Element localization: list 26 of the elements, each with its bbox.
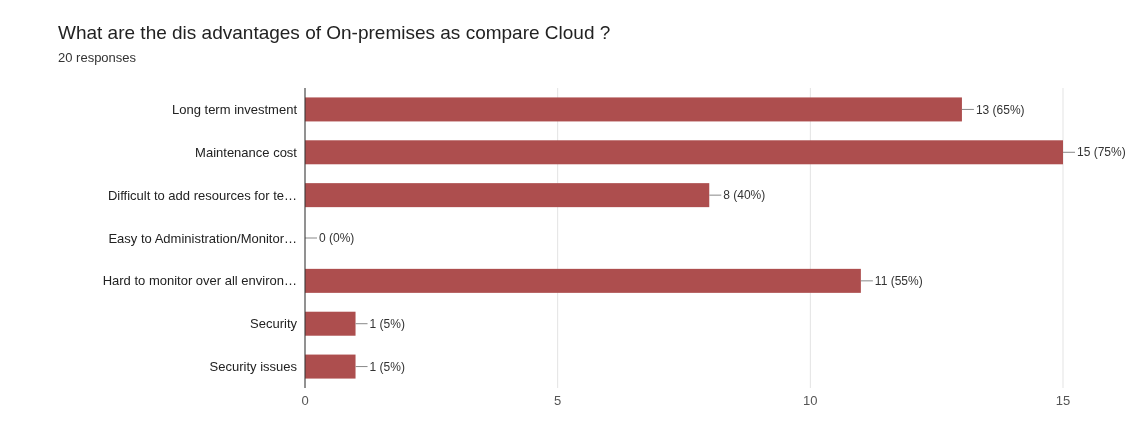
bar — [305, 140, 1063, 165]
x-tick-label: 10 — [803, 393, 818, 409]
x-tick-label: 15 — [1055, 393, 1071, 409]
bar — [305, 354, 356, 379]
data-label: 0 (0%) — [319, 231, 355, 246]
chart-title: What are the dis advantages of On-premises as compare Cloud ? — [58, 22, 612, 44]
y-tick-label: Easy to Administration/Monitor… — [108, 230, 297, 246]
y-tick-label: Difficult to add resources for te… — [107, 187, 297, 203]
bar — [305, 97, 962, 122]
data-label: 13 (65%) — [975, 102, 1025, 117]
y-tick-label: Maintenance cost — [195, 144, 298, 160]
x-tick-label: 0 — [301, 393, 309, 409]
data-label: 1 (5%) — [369, 359, 405, 374]
text: 20 responses — [58, 50, 138, 65]
data-label: 11 (55%) — [874, 274, 923, 289]
y-tick-label: Hard to monitor over all environ… — [102, 273, 297, 289]
y-tick-label: Long term investment — [171, 102, 298, 118]
data-label: 15 (75%) — [1077, 145, 1126, 160]
y-tick-label: Security — [250, 316, 298, 332]
bar — [305, 183, 710, 208]
bar — [305, 311, 356, 336]
data-label: 8 (40%) — [723, 188, 766, 203]
data-label: 1 (5%) — [369, 316, 405, 331]
y-tick-label: Security issues — [209, 359, 298, 375]
bar — [305, 268, 861, 293]
x-tick-label: 5 — [554, 393, 562, 409]
